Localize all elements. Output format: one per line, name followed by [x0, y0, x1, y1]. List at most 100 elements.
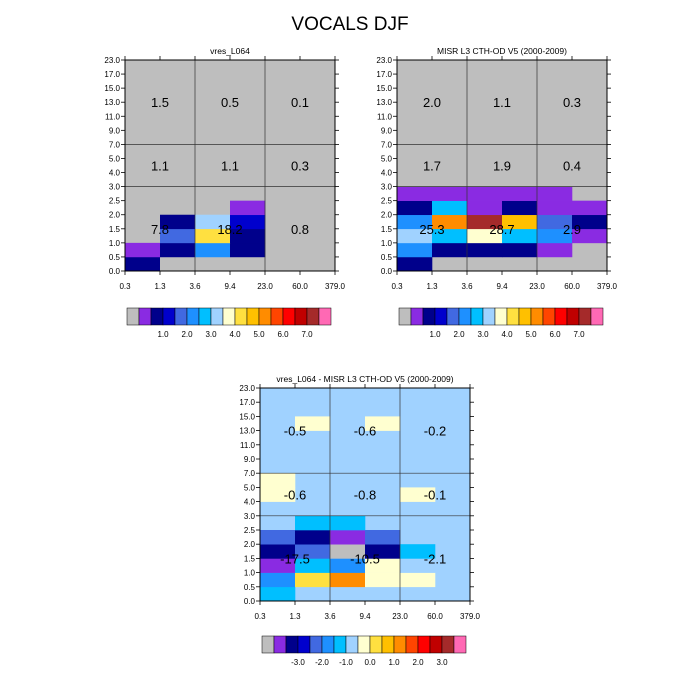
x-tick-label: 3.6	[461, 282, 473, 291]
colorbar-swatch	[482, 307, 496, 326]
heatmap-cell	[195, 228, 231, 244]
heatmap-cell	[260, 544, 296, 559]
group-value-label: 7.8	[151, 222, 169, 237]
group-value-label: -0.8	[354, 488, 376, 503]
y-tick-label: 5.0	[109, 154, 121, 163]
heatmap-cell	[260, 530, 296, 545]
colorbar-swatch	[554, 307, 568, 326]
colorbar-swatch	[417, 635, 431, 654]
heatmap-cell	[537, 186, 573, 201]
heatmap-cell	[432, 214, 468, 230]
group-value-label: 25.3	[419, 222, 444, 237]
heatmap-cell	[260, 473, 296, 488]
y-tick-label: 7.0	[244, 469, 256, 478]
group-value-label: 1.1	[151, 159, 169, 174]
y-tick-label: 1.5	[381, 225, 393, 234]
colorbar-swatch	[434, 307, 448, 326]
heatmap-cell	[537, 200, 573, 216]
y-tick-label: 2.5	[381, 197, 393, 206]
heatmap-cell	[230, 214, 266, 230]
y-tick-label: 9.0	[244, 455, 256, 464]
colorbar-swatch	[333, 635, 347, 654]
colorbar-swatch	[222, 307, 236, 326]
colorbar-label: 1.0	[429, 330, 441, 339]
heatmap-cell	[295, 544, 331, 559]
colorbar-label: 1.0	[388, 658, 400, 667]
y-tick-label: 1.5	[109, 225, 121, 234]
colorbar-swatch	[198, 307, 212, 326]
y-tick-label: 0.5	[109, 253, 121, 262]
x-tick-label: 23.0	[392, 612, 408, 621]
colorbar-swatch	[381, 635, 395, 654]
x-tick-label: 1.3	[289, 612, 301, 621]
x-tick-label: 60.0	[292, 282, 308, 291]
colorbar-swatch	[246, 307, 260, 326]
y-tick-label: 2.5	[109, 197, 121, 206]
heatmap-cell	[365, 530, 401, 545]
colorbar-swatch	[210, 307, 224, 326]
group-value-label: 1.1	[221, 159, 239, 174]
heatmap-cell	[432, 186, 468, 201]
colorbar-label: 3.0	[477, 330, 489, 339]
colorbar-label: 0.0	[364, 658, 376, 667]
y-tick-label: 1.0	[109, 239, 121, 248]
heatmap-cell	[160, 242, 196, 258]
x-tick-label: 1.3	[154, 282, 166, 291]
heatmap-cell	[467, 228, 503, 244]
group-value-label: -10.5	[350, 551, 380, 566]
x-tick-label: 60.0	[427, 612, 443, 621]
heatmap-cell	[397, 256, 433, 272]
x-tick-label: 379.0	[597, 282, 618, 291]
y-tick-label: 13.0	[376, 98, 392, 107]
heatmap-cell	[400, 544, 436, 559]
y-tick-label: 1.0	[381, 239, 393, 248]
colorbar-swatch	[126, 307, 140, 326]
y-tick-label: 3.0	[244, 512, 256, 521]
group-value-label: -0.1	[424, 488, 446, 503]
heatmap-cell	[432, 242, 468, 258]
x-tick-label: 3.6	[189, 282, 201, 291]
heatmap-cell	[397, 228, 433, 244]
panel-title: vres_L064 - MISR L3 CTH-OD V5 (2000-2009…	[276, 374, 453, 384]
colorbar-swatch	[306, 307, 320, 326]
y-tick-label: 15.0	[104, 84, 120, 93]
heatmap-cell	[330, 558, 366, 573]
colorbar-swatch	[578, 307, 592, 326]
x-tick-label: 9.4	[224, 282, 236, 291]
heatmap-cell	[230, 228, 266, 244]
colorbar-label: 2.0	[412, 658, 424, 667]
heatmap-cell	[467, 200, 503, 216]
x-tick-label: 3.6	[324, 612, 336, 621]
y-tick-label: 23.0	[239, 384, 255, 393]
group-value-label: 28.7	[489, 222, 514, 237]
heatmap-cell	[195, 242, 231, 258]
x-tick-label: 0.3	[119, 282, 131, 291]
heatmap-cell	[397, 200, 433, 216]
y-tick-label: 0.5	[381, 253, 393, 262]
heatmap-panel-3: -17.5 -10.5 -2.1 -0.6 -0.8 -0.1 -0.5 -0.6 -0.2 vr…	[239, 374, 480, 667]
heatmap-cell	[295, 530, 331, 545]
colorbar-swatch	[162, 307, 176, 326]
colorbar-label: 7.0	[301, 330, 313, 339]
x-tick-label: 23.0	[529, 282, 545, 291]
heatmap-cell	[195, 214, 231, 230]
heatmap-cell	[230, 242, 266, 258]
colorbar-swatch	[258, 307, 272, 326]
x-tick-label: 0.3	[254, 612, 266, 621]
heatmap-cell	[397, 242, 433, 258]
colorbar-swatch	[369, 635, 383, 654]
y-tick-label: 9.0	[381, 126, 393, 135]
heatmap-cell	[537, 228, 573, 244]
panel-title: vres_L064	[210, 46, 250, 56]
colorbar-swatch	[186, 307, 200, 326]
heatmap-cell	[502, 200, 538, 216]
y-tick-label: 4.0	[109, 169, 121, 178]
heatmap-cell	[265, 256, 301, 272]
y-tick-label: 5.0	[244, 483, 256, 492]
heatmap-cell	[467, 242, 503, 258]
heatmap-cell	[160, 214, 196, 230]
colorbar-swatch	[294, 307, 308, 326]
y-tick-label: 2.5	[244, 526, 256, 535]
y-tick-label: 7.0	[381, 140, 393, 149]
colorbar-label: 4.0	[229, 330, 241, 339]
